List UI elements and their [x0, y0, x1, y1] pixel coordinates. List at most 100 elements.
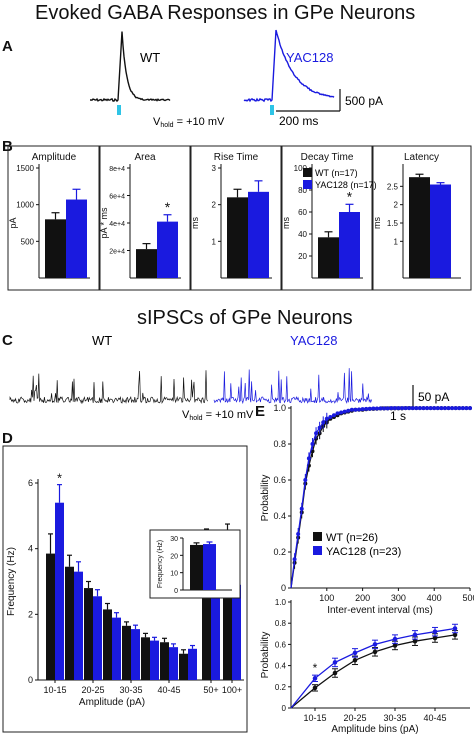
y-axis-label: ms — [190, 217, 200, 229]
cdf-point-yac128 — [442, 406, 447, 411]
cdf-point-yac128 — [349, 407, 354, 412]
cdf-point-wt — [432, 635, 438, 641]
inset-y-tick-label: 20 — [170, 553, 178, 560]
inset-bar-wt — [190, 544, 203, 590]
cdf-point-yac128 — [453, 406, 458, 411]
bar-wt — [227, 197, 248, 278]
y-tick-label: 40 — [298, 230, 307, 239]
cdf-point-yac128 — [450, 406, 455, 411]
inset-y-axis-label: Frequency (Hz) — [157, 540, 164, 588]
cdf-point-yac128 — [385, 406, 390, 411]
y-tick-label: 0.8 — [275, 619, 287, 628]
panel-c: WT YAC128 50 pA 1 s Vhold = +10 mV — [9, 333, 449, 423]
cdf-point-wt — [352, 658, 358, 663]
stimulus-marker-yac128 — [270, 105, 274, 115]
y-axis-label: Frequency (Hz) — [6, 547, 17, 616]
sipsc-trace-wt — [9, 370, 208, 405]
bar-chart-latency: Latency 1 1.5 2 2.5 ms — [371, 145, 472, 291]
y-axis-label: pA — [8, 217, 18, 228]
y-tick-label: 0.4 — [273, 511, 286, 521]
significance-mark: * — [57, 471, 62, 486]
inset-y-tick-label: 0 — [174, 588, 178, 595]
cdf-point-yac128 — [457, 406, 462, 411]
figure-title-sipsc: sIPSCs of GPe Neurons — [137, 307, 353, 329]
cdf-point-yac128 — [346, 408, 351, 413]
y-tick-label: 0.2 — [273, 547, 286, 557]
cdf-point-yac128 — [414, 406, 419, 411]
x-tick-label: 20-25 — [343, 713, 366, 723]
bar-yac128 — [169, 647, 178, 680]
chart-title: Decay Time — [301, 152, 354, 163]
legend-swatch-yac128-e — [313, 546, 322, 555]
bar-wt — [160, 642, 169, 680]
cdf-point-yac128 — [396, 406, 401, 411]
x-tick-label: 30-35 — [383, 713, 406, 723]
panel-label-c: C — [2, 332, 13, 349]
x-tick-label: 10-15 — [43, 685, 66, 695]
chart-title: Rise Time — [214, 152, 259, 163]
panel-d-frame — [2, 445, 248, 733]
panel-label-a: A — [2, 38, 13, 55]
chart-frame — [189, 145, 283, 291]
significance-mark: * — [313, 661, 318, 675]
y-tick-label: 0 — [282, 704, 287, 713]
x-tick-label: 100+ — [222, 685, 242, 695]
bar-yac128 — [211, 558, 220, 680]
panel-d: 0 2 4 6 Frequency (Hz) * 10-15 20-25 30-35 40-45 5… — [6, 471, 244, 708]
y-tick-label: 1.0 — [273, 403, 286, 413]
cdf-point-yac128 — [352, 650, 358, 656]
panel-e-legend: WT (n=26) YAC128 (n=23) — [313, 532, 401, 558]
vhold-label-c: Vhold = +10 mV — [182, 409, 254, 422]
bar-yac128 — [248, 191, 269, 278]
bar-yac128 — [66, 199, 87, 278]
cdf-point-yac128 — [417, 406, 422, 411]
bar-yac128 — [131, 629, 140, 680]
y-tick-label: 2 — [394, 201, 399, 210]
cdf-point-yac128 — [389, 406, 394, 411]
bar-yac128 — [150, 640, 159, 680]
bar-wt — [84, 588, 93, 680]
stimulus-marker-wt — [117, 105, 121, 115]
sipsc-label-yac128: YAC128 — [290, 333, 337, 348]
chart-frame — [371, 145, 472, 291]
chart-title: Amplitude — [32, 152, 77, 163]
x-tick-label: 200 — [355, 593, 370, 603]
panel-label-e: E — [255, 403, 266, 420]
cdf-point-yac128 — [371, 406, 376, 411]
x-tick-label: 20-25 — [81, 685, 104, 695]
y-tick-label: 0.4 — [275, 662, 287, 671]
x-tick-label: 100 — [319, 593, 334, 603]
x-tick-label: 40-45 — [423, 713, 446, 723]
cdf-point-yac128 — [428, 406, 433, 411]
chart-title: Area — [134, 152, 156, 163]
scalebar-time-label-a: 200 ms — [279, 114, 318, 128]
y-axis-label: Probability — [260, 632, 271, 679]
y-tick-label: 0 — [28, 675, 33, 685]
scalebar-current-label-c: 50 pA — [418, 390, 449, 404]
cdf-point-yac128 — [360, 407, 365, 412]
y-tick-label: 3 — [212, 164, 217, 173]
y-tick-label: 4 — [28, 544, 33, 554]
cdf-point-wt — [412, 638, 418, 644]
y-tick-label: 60 — [298, 208, 307, 217]
panel-a: WT YAC128 500 pA 200 ms Vhold = +10 mV — [90, 29, 383, 129]
y-tick-label: 2 — [212, 201, 217, 210]
cdf-point-wt — [312, 685, 318, 691]
scalebar-time-label-c: 1 s — [390, 409, 406, 423]
cdf-point-yac128 — [353, 407, 358, 412]
bar-wt — [45, 219, 66, 278]
y-tick-label: 1.0 — [275, 598, 287, 607]
significance-mark: * — [347, 188, 353, 204]
cdf-point-yac128 — [342, 409, 347, 414]
cdf-line-wt — [290, 407, 470, 589]
y-tick-label: 0.6 — [273, 475, 286, 485]
x-tick-label: 400 — [427, 593, 442, 603]
legend-swatch-yac128 — [303, 180, 312, 189]
cdf-point-yac128 — [378, 406, 383, 411]
cdf-point-yac128 — [339, 410, 344, 415]
y-tick-label: 1 — [394, 237, 399, 246]
evoked-label-wt: WT — [140, 50, 160, 65]
y-tick-label: 8e+4 — [109, 166, 125, 173]
y-tick-label: 0.2 — [275, 683, 287, 692]
cdf-point-yac128 — [392, 636, 398, 642]
